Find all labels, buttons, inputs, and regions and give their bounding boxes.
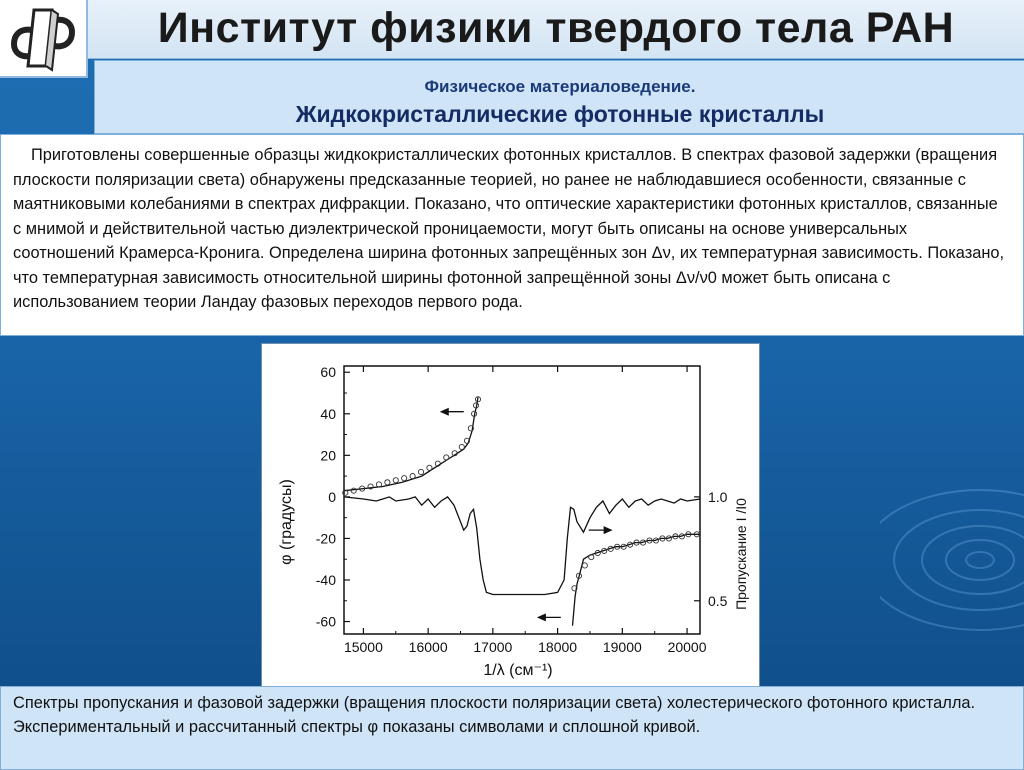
series-point	[375, 481, 383, 488]
series-point	[474, 396, 482, 403]
y-tick-label: -40	[316, 572, 336, 588]
series-point	[342, 489, 349, 496]
plot-frame	[343, 365, 701, 635]
title-band: Институт физики твердого тела РАН	[88, 0, 1024, 59]
series-point	[620, 543, 627, 550]
series-point	[451, 450, 458, 457]
plot-area: 15000 16000 17000 18000 19000 20000 60 40 20 0 -20…	[316, 364, 728, 655]
right-tick-label: 1.0	[708, 489, 728, 505]
x-tick-label: 16000	[409, 639, 448, 655]
right-tick-label: 0.5	[708, 593, 728, 609]
x-tick-label: 19000	[603, 639, 642, 655]
series-point	[350, 487, 357, 494]
series-point	[384, 479, 391, 486]
annotation-arrow-head	[439, 407, 449, 416]
series-point	[601, 547, 608, 554]
abstract-panel: Приготовлены совершенные образцы жидкокр…	[0, 134, 1024, 336]
series-point	[607, 545, 614, 552]
y-tick-label: 40	[320, 406, 336, 422]
series-point	[646, 537, 653, 544]
series-point	[571, 585, 578, 592]
spectrum-chart-svg: 15000 16000 17000 18000 19000 20000 60 40 20 0 -20…	[278, 364, 749, 679]
series-point	[467, 425, 474, 432]
issp-logo-icon	[11, 8, 75, 72]
spectrum-chart: 15000 16000 17000 18000 19000 20000 60 40 20 0 -20…	[261, 343, 760, 688]
series-point	[443, 454, 450, 461]
series-point	[594, 549, 601, 557]
y-tick-label: -20	[316, 530, 336, 546]
y-tick-label: -60	[316, 614, 336, 630]
series-point	[575, 572, 583, 579]
series-point	[392, 477, 399, 484]
series-line-2	[571, 533, 700, 626]
figure-caption: Спектры пропускания и фазовой задержки (…	[0, 686, 1024, 770]
series-point	[401, 475, 408, 482]
series-point	[472, 402, 480, 409]
series-line-0	[343, 496, 701, 596]
series-point	[417, 468, 425, 476]
series-point	[652, 537, 660, 544]
caption-text: Спектры пропускания и фазовой задержки (…	[13, 694, 976, 736]
annotation-arrow-head	[536, 613, 546, 622]
x-tick-label: 20000	[668, 639, 707, 655]
series-point	[359, 485, 366, 492]
topic-title: Жидкокристаллические фотонные кристаллы	[295, 101, 825, 127]
series-point	[614, 543, 621, 550]
series-point	[627, 541, 634, 548]
x-tick-label: 17000	[473, 639, 512, 655]
series-point	[659, 535, 666, 542]
annotation-arrow-head	[603, 526, 613, 535]
y-tick-label: 0	[328, 489, 336, 505]
series-point	[665, 535, 672, 542]
series-point	[463, 437, 471, 444]
series-point	[678, 533, 685, 540]
series-point	[581, 562, 588, 569]
series-point	[458, 443, 465, 451]
series-point	[633, 539, 640, 546]
page-title: Институт физики твердого тела РАН	[157, 4, 955, 52]
series-point	[685, 531, 692, 538]
series-point	[639, 539, 647, 546]
series-point	[367, 483, 374, 490]
ripple-decoration	[880, 489, 1024, 631]
abstract-text: Приготовлены совершенные образцы жидкокр…	[13, 146, 1005, 311]
series-point	[434, 460, 441, 467]
series-point	[409, 473, 416, 480]
y-tick-label: 60	[320, 364, 336, 380]
section-subtitle: Физическое материаловедение.	[424, 77, 696, 96]
series-point	[672, 533, 679, 540]
series-point	[471, 410, 478, 417]
series-point	[693, 531, 700, 538]
series-point	[588, 554, 595, 561]
y-tick-label: 20	[320, 447, 336, 463]
y-axis-label: φ (градусы)	[278, 479, 295, 565]
x-axis-label: 1/λ (см⁻¹)	[483, 662, 552, 679]
issp-logo	[0, 0, 88, 78]
subtitle-band: Физическое материаловедение. Жидкокриста…	[94, 60, 1024, 134]
right-axis-label: Пропускание I /I0	[733, 498, 749, 610]
x-tick-label: 18000	[538, 639, 577, 655]
series-point	[426, 464, 433, 471]
x-tick-label: 15000	[344, 639, 383, 655]
